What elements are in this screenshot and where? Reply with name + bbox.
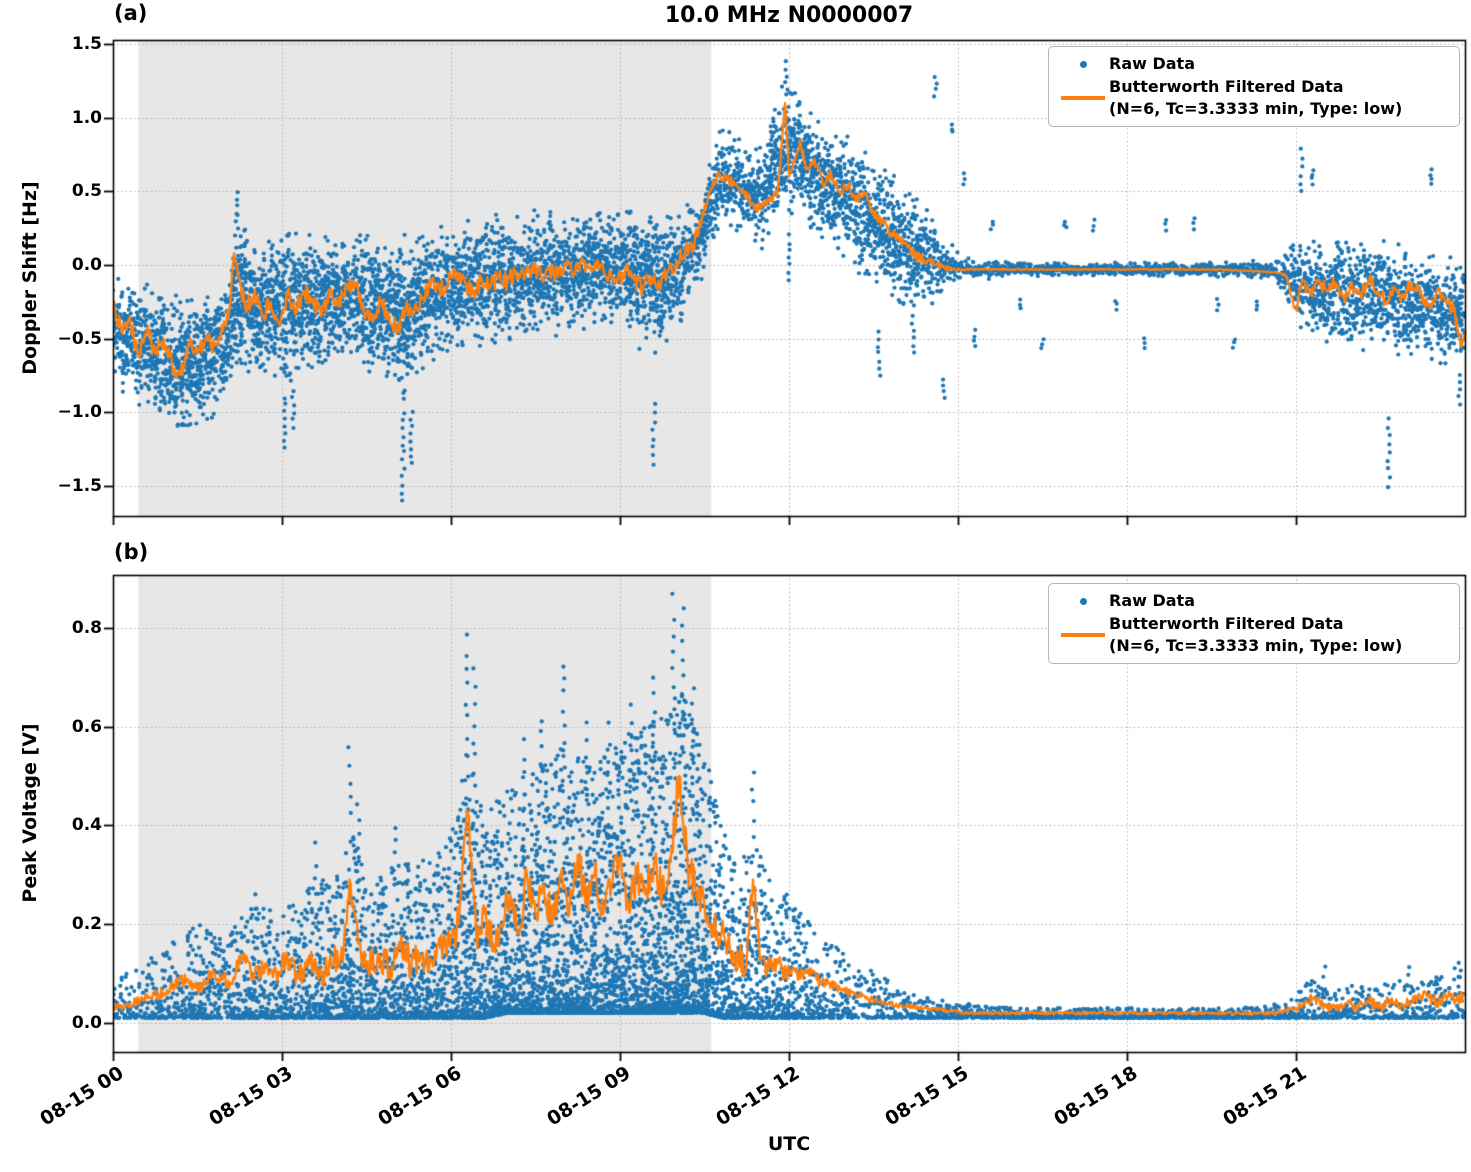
filtered-line-marker-icon: [1061, 96, 1105, 100]
legend-filtered-label: Butterworth Filtered Data: [1109, 614, 1344, 633]
legend-entry-filtered: Butterworth Filtered Data (N=6, Tc=3.333…: [1057, 76, 1449, 120]
panel-a-label: (a): [114, 1, 148, 25]
legend-filtered-label: Butterworth Filtered Data: [1109, 77, 1344, 96]
legend-handle: [1057, 60, 1109, 68]
y-tick-label: −0.5: [57, 328, 102, 349]
legend-b: Raw Data Butterworth Filtered Data (N=6,…: [1048, 583, 1460, 664]
panel-b-label: (b): [114, 540, 149, 564]
y-tick-label: 0.5: [71, 181, 102, 202]
legend-entry-raw: Raw Data: [1057, 589, 1449, 613]
y-tick-label: 0.8: [71, 617, 102, 638]
legend-entry-filtered: Butterworth Filtered Data (N=6, Tc=3.333…: [1057, 613, 1449, 657]
chart-title: 10.0 MHz N0000007: [664, 3, 914, 28]
y-tick-label: 0.2: [71, 914, 102, 935]
x-axis-label: UTC: [767, 1133, 811, 1155]
raw-data-marker-icon: [1079, 60, 1087, 68]
y-axis-label-voltage: Peak Voltage [V]: [19, 723, 41, 903]
y-tick-label: 0.0: [71, 254, 102, 275]
y-tick-label: 0.4: [71, 815, 102, 836]
legend-handle: [1057, 633, 1109, 637]
raw-data-marker-icon: [1079, 597, 1087, 605]
y-tick-label: −1.0: [57, 402, 102, 423]
legend-raw-label: Raw Data: [1109, 54, 1195, 73]
filtered-line-marker-icon: [1061, 633, 1105, 637]
legend-entry-raw: Raw Data: [1057, 52, 1449, 76]
legend-handle: [1057, 597, 1109, 605]
y-tick-label: 1.5: [71, 34, 102, 55]
legend-a: Raw Data Butterworth Filtered Data (N=6,…: [1048, 46, 1460, 127]
y-tick-label: 0.6: [71, 716, 102, 737]
legend-raw-label: Raw Data: [1109, 591, 1195, 610]
legend-handle: [1057, 96, 1109, 100]
y-tick-label: −1.5: [57, 475, 102, 496]
legend-filtered-params: (N=6, Tc=3.3333 min, Type: low): [1109, 99, 1403, 118]
legend-filtered-params: (N=6, Tc=3.3333 min, Type: low): [1109, 636, 1403, 655]
y-tick-label: 0.0: [71, 1012, 102, 1033]
y-tick-label: 1.0: [71, 107, 102, 128]
